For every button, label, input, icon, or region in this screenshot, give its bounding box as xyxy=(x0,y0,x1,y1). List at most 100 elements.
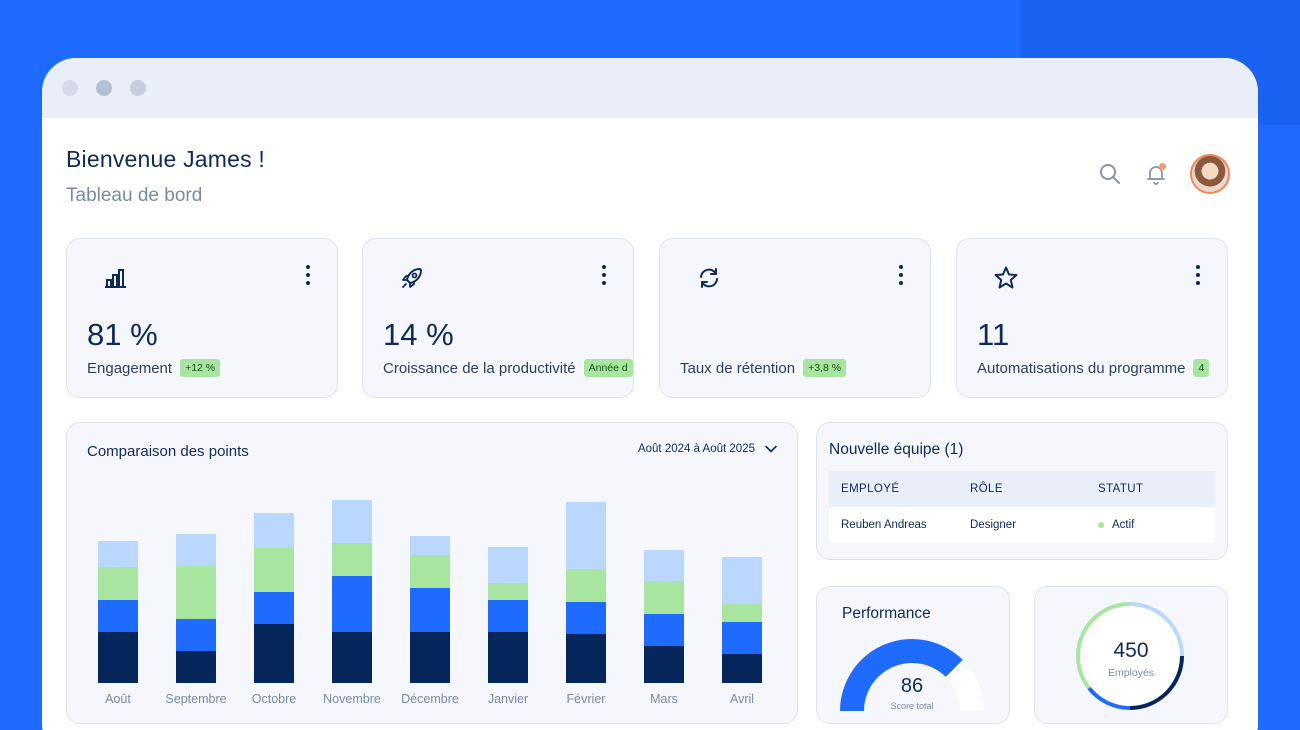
window-dot-minimize[interactable] xyxy=(96,80,112,96)
bar-segment[interactable] xyxy=(488,632,528,683)
bar-segment[interactable] xyxy=(410,632,450,683)
ring-center xyxy=(1078,604,1182,708)
bar-segment[interactable] xyxy=(722,654,762,683)
ring-segment-green xyxy=(1075,602,1131,690)
bar-segment[interactable] xyxy=(722,622,762,654)
bar-segment[interactable] xyxy=(566,634,606,683)
stacked-bar-chart: Août Septembre Octobre Novembre Décembre Janv… xyxy=(98,500,762,706)
points-comparison-card: Août Septembre Octobre Novembre Décembre Janv… xyxy=(66,422,798,724)
bar-segment[interactable] xyxy=(566,602,606,634)
performance-gauge xyxy=(840,639,984,711)
star-icon xyxy=(993,265,1019,291)
bar-segment[interactable] xyxy=(254,624,294,683)
x-tick-label: Avril xyxy=(730,692,754,706)
bell-icon[interactable] xyxy=(1144,162,1168,186)
bar-segment[interactable] xyxy=(644,581,684,614)
x-tick-label: Janvier xyxy=(488,692,528,706)
notification-badge xyxy=(1159,163,1166,170)
bar-segment[interactable] xyxy=(332,632,372,683)
bar-segment[interactable] xyxy=(488,583,528,600)
chart-title: Comparaison des points xyxy=(87,443,249,460)
bar-segment[interactable] xyxy=(176,651,216,683)
performance-title: Performance xyxy=(842,605,931,622)
bar-cap xyxy=(332,500,372,508)
bar-segment[interactable] xyxy=(410,588,450,632)
more-menu-icon[interactable] xyxy=(896,263,906,289)
performance-card: Performance 86 Score total xyxy=(816,586,1010,724)
bar-cap xyxy=(644,550,684,558)
bar-segment[interactable] xyxy=(488,600,528,632)
bar-segment[interactable] xyxy=(98,600,138,632)
bar-cap xyxy=(722,557,762,565)
bar-chart-icon xyxy=(103,265,129,291)
team-table: EMPLOYÉ RÔLE STATUT Reuben Andreas Desig… xyxy=(829,471,1215,543)
x-tick-label: Octobre xyxy=(252,692,297,706)
bar-segment[interactable] xyxy=(176,566,216,619)
bar-cap xyxy=(98,541,138,549)
bar-cap xyxy=(566,502,606,510)
stat-badge: Année d xyxy=(583,359,633,377)
employees-sublabel: Employés xyxy=(1107,667,1155,679)
x-tick-label: Mars xyxy=(650,692,678,706)
search-icon[interactable] xyxy=(1098,162,1122,186)
bar-cap xyxy=(254,513,294,521)
bar-segment[interactable] xyxy=(644,646,684,683)
stat-label: Taux de rétention xyxy=(680,359,796,377)
column-header-employee[interactable]: EMPLOYÉ xyxy=(841,483,900,495)
date-range-dropdown[interactable]: Août 2024 à Août 2025 xyxy=(638,443,777,455)
status-label: Actif xyxy=(1112,519,1135,531)
bar-segment[interactable] xyxy=(566,569,606,602)
bar-segment[interactable] xyxy=(254,592,294,624)
app-window: Bienvenue James ! Tableau de bord 81 % E… xyxy=(42,58,1258,730)
x-tick-label: Février xyxy=(567,692,606,706)
more-menu-icon[interactable] xyxy=(1193,263,1203,289)
stat-label: Croissance de la productivité xyxy=(383,359,576,377)
bar-cap xyxy=(176,534,216,542)
employees-ring xyxy=(1075,602,1184,710)
window-dot-maximize[interactable] xyxy=(130,80,146,96)
stat-value: 11 xyxy=(977,317,1010,352)
page-title: Bienvenue James ! xyxy=(66,146,266,172)
bar-segment[interactable] xyxy=(566,502,606,569)
employee-role: Designer xyxy=(970,519,1017,531)
stat-label: Automatisations du programme xyxy=(977,359,1186,377)
window-titlebar xyxy=(42,58,1258,118)
bar-segment[interactable] xyxy=(254,548,294,592)
bar-segment[interactable] xyxy=(644,614,684,646)
stat-badge: +12 % xyxy=(180,359,221,377)
table-header: EMPLOYÉ RÔLE STATUT xyxy=(829,471,1215,507)
employee-status: Actif xyxy=(1086,519,1215,531)
ring-segment-light xyxy=(1129,602,1184,657)
performance-sublabel: Score total xyxy=(890,701,934,711)
stat-value: 14 % xyxy=(383,317,454,352)
refresh-icon xyxy=(696,265,722,291)
bar-segment[interactable] xyxy=(176,619,216,651)
status-dot xyxy=(1098,522,1104,528)
stat-card-retention: Taux de rétention +3,8 % xyxy=(659,238,931,398)
bar-segment[interactable] xyxy=(410,555,450,588)
x-tick-label: Septembre xyxy=(165,692,226,706)
bar-segment[interactable] xyxy=(332,543,372,576)
bar-segment[interactable] xyxy=(98,567,138,600)
bar-segment[interactable] xyxy=(98,632,138,683)
column-header-role[interactable]: RÔLE xyxy=(970,483,1003,495)
bar-segment[interactable] xyxy=(332,576,372,632)
bar-segment[interactable] xyxy=(722,604,762,622)
bar-cap xyxy=(488,547,528,555)
avatar[interactable] xyxy=(1190,154,1230,194)
new-team-card: Nouvelle équipe (1) EMPLOYÉ RÔLE STATUT … xyxy=(816,422,1228,560)
window-dot-close[interactable] xyxy=(62,80,78,96)
employee-name: Reuben Andreas xyxy=(841,519,927,531)
performance-score: 86 xyxy=(900,675,924,697)
more-menu-icon[interactable] xyxy=(599,263,609,289)
column-header-status[interactable]: STATUT xyxy=(1098,483,1144,495)
stat-card-automations: 11 Automatisations du programme 4 xyxy=(956,238,1228,398)
rocket-icon xyxy=(399,265,425,291)
team-title: Nouvelle équipe (1) xyxy=(829,441,964,458)
header-actions xyxy=(1098,154,1230,194)
ring-segment-blue xyxy=(1087,686,1131,710)
more-menu-icon[interactable] xyxy=(303,263,313,289)
table-row[interactable]: Reuben Andreas Designer Actif xyxy=(829,507,1215,543)
page-subtitle: Tableau de bord xyxy=(66,185,203,206)
stat-label: Engagement xyxy=(87,359,173,377)
